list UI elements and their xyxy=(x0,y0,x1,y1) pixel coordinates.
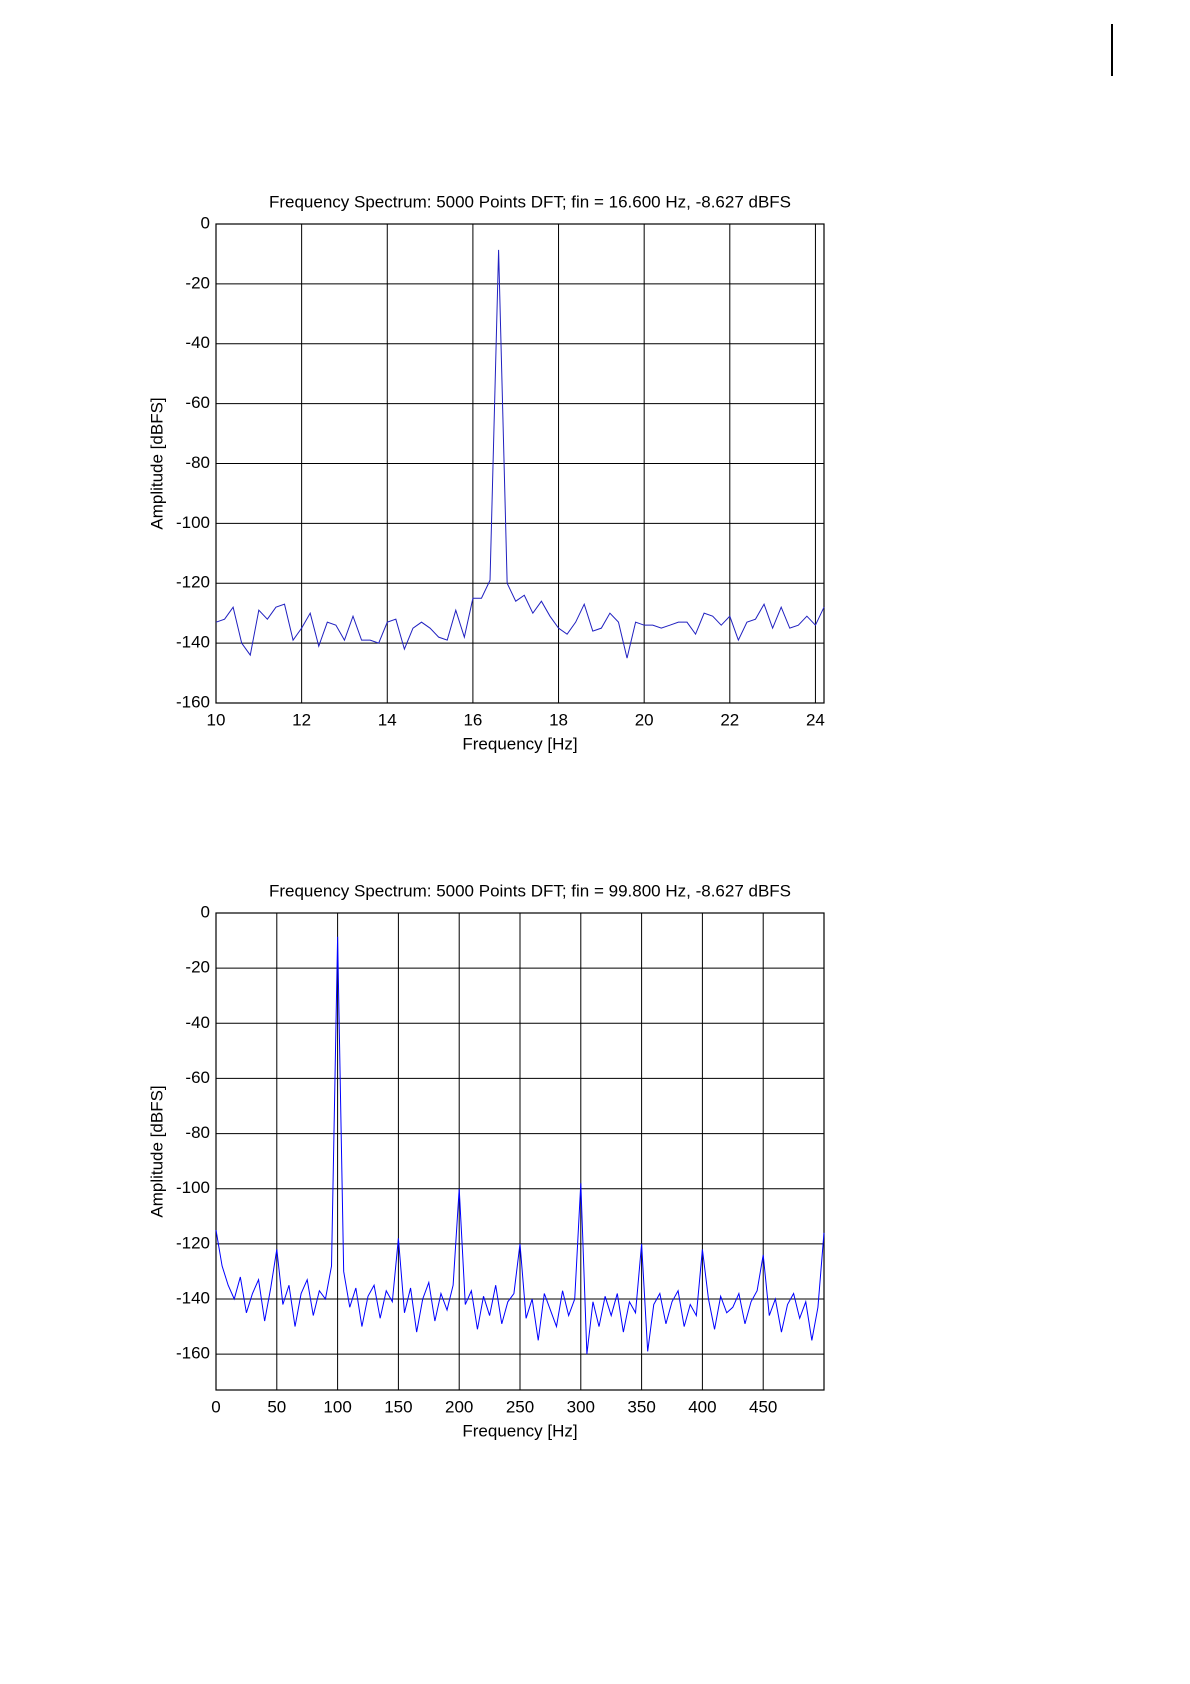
y-tick-label: -100 xyxy=(176,1178,210,1197)
y-tick-label: -160 xyxy=(176,1344,210,1363)
y-tick-label: 0 xyxy=(201,902,210,921)
x-tick-label: 400 xyxy=(688,1397,716,1416)
x-tick-label: 10 xyxy=(207,710,226,729)
y-tick-label: -40 xyxy=(185,1013,210,1032)
y-tick-label: -80 xyxy=(185,453,210,472)
x-tick-label: 100 xyxy=(323,1397,351,1416)
x-tick-label: 50 xyxy=(267,1397,286,1416)
x-tick-label: 16 xyxy=(463,710,482,729)
y-tick-label: -120 xyxy=(176,1233,210,1252)
spectrum-line xyxy=(215,936,825,1355)
x-tick-label: 24 xyxy=(806,710,825,729)
x-tick-label: 450 xyxy=(749,1397,777,1416)
y-tick-label: -20 xyxy=(185,273,210,292)
y-tick-label: -80 xyxy=(185,1123,210,1142)
x-tick-label: 200 xyxy=(445,1397,473,1416)
x-axis-label: Frequency [Hz] xyxy=(462,734,577,753)
x-tick-label: 20 xyxy=(635,710,654,729)
x-tick-label: 18 xyxy=(549,710,568,729)
x-axis-label: Frequency [Hz] xyxy=(462,1421,577,1440)
y-tick-label: -100 xyxy=(176,513,210,532)
y-tick-label: -20 xyxy=(185,958,210,977)
chart-title: Frequency Spectrum: 5000 Points DFT; fin… xyxy=(269,192,791,211)
chart-title: Frequency Spectrum: 5000 Points DFT; fin… xyxy=(269,881,791,900)
x-tick-label: 350 xyxy=(627,1397,655,1416)
y-tick-label: 0 xyxy=(201,213,210,232)
x-tick-label: 0 xyxy=(211,1397,220,1416)
spectrum-line xyxy=(215,249,825,659)
y-axis-label: Amplitude [dBFS] xyxy=(147,1085,166,1217)
y-tick-label: -60 xyxy=(185,393,210,412)
y-tick-label: -140 xyxy=(176,633,210,652)
y-axis-label: Amplitude [dBFS] xyxy=(147,397,166,529)
x-tick-label: 150 xyxy=(384,1397,412,1416)
y-tick-label: -160 xyxy=(176,692,210,711)
y-tick-label: -60 xyxy=(185,1068,210,1087)
y-tick-label: -40 xyxy=(185,333,210,352)
x-tick-label: 14 xyxy=(378,710,397,729)
y-tick-label: -140 xyxy=(176,1288,210,1307)
x-tick-label: 12 xyxy=(292,710,311,729)
x-tick-label: 22 xyxy=(720,710,739,729)
x-tick-label: 250 xyxy=(506,1397,534,1416)
x-tick-label: 300 xyxy=(567,1397,595,1416)
y-tick-label: -120 xyxy=(176,573,210,592)
